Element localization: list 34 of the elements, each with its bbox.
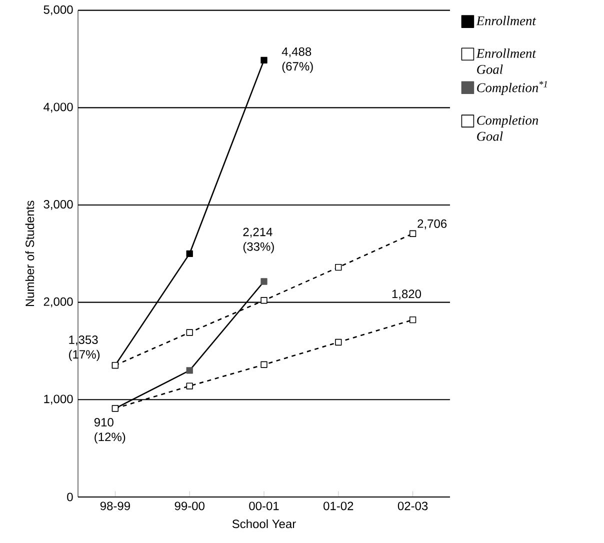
- point: [260, 278, 268, 285]
- annotation: 910 (12%): [94, 418, 126, 444]
- y-tick-label: 4,000: [44, 102, 73, 113]
- point: [186, 250, 193, 257]
- point: [260, 361, 268, 368]
- point: [335, 264, 342, 271]
- y-tick-label: 5,000: [44, 5, 73, 16]
- x-tick-label: 00-01: [249, 502, 279, 510]
- annotation: 2,706: [418, 219, 447, 230]
- y-tick-label: 2,000: [44, 297, 73, 308]
- point: [260, 56, 268, 64]
- x-tick-label: 02-03: [398, 502, 428, 510]
- point: [335, 338, 342, 346]
- x-tick-label: 98-99: [100, 502, 130, 510]
- point: [186, 367, 193, 374]
- point: [409, 230, 416, 237]
- legend-label: Completion$^{*1}$: [477, 81, 547, 95]
- legend-label: Enrollment: [476, 16, 536, 26]
- annotation: 2,214 (33%): [243, 228, 274, 254]
- y-axis-title: Number of Students: [25, 200, 34, 306]
- point: [186, 329, 193, 336]
- annotation: 4,488 (67%): [282, 47, 313, 73]
- x-axis-title: School Year: [232, 519, 296, 528]
- x-tick-label: 01-02: [324, 502, 354, 510]
- point: [409, 316, 416, 324]
- annotation: 1,353 (17%): [69, 335, 100, 362]
- y-tick-label: 3,000: [44, 200, 73, 210]
- y-tick-label: 1,000: [44, 394, 73, 405]
- legend-label: Enrollment Goal: [476, 48, 536, 74]
- y-tick-label: 0: [67, 492, 73, 502]
- point: [260, 297, 268, 304]
- legend-label: Completion Goal: [477, 115, 538, 141]
- x-tick-label: 99-00: [174, 502, 204, 510]
- annotation: 1,820: [392, 290, 422, 300]
